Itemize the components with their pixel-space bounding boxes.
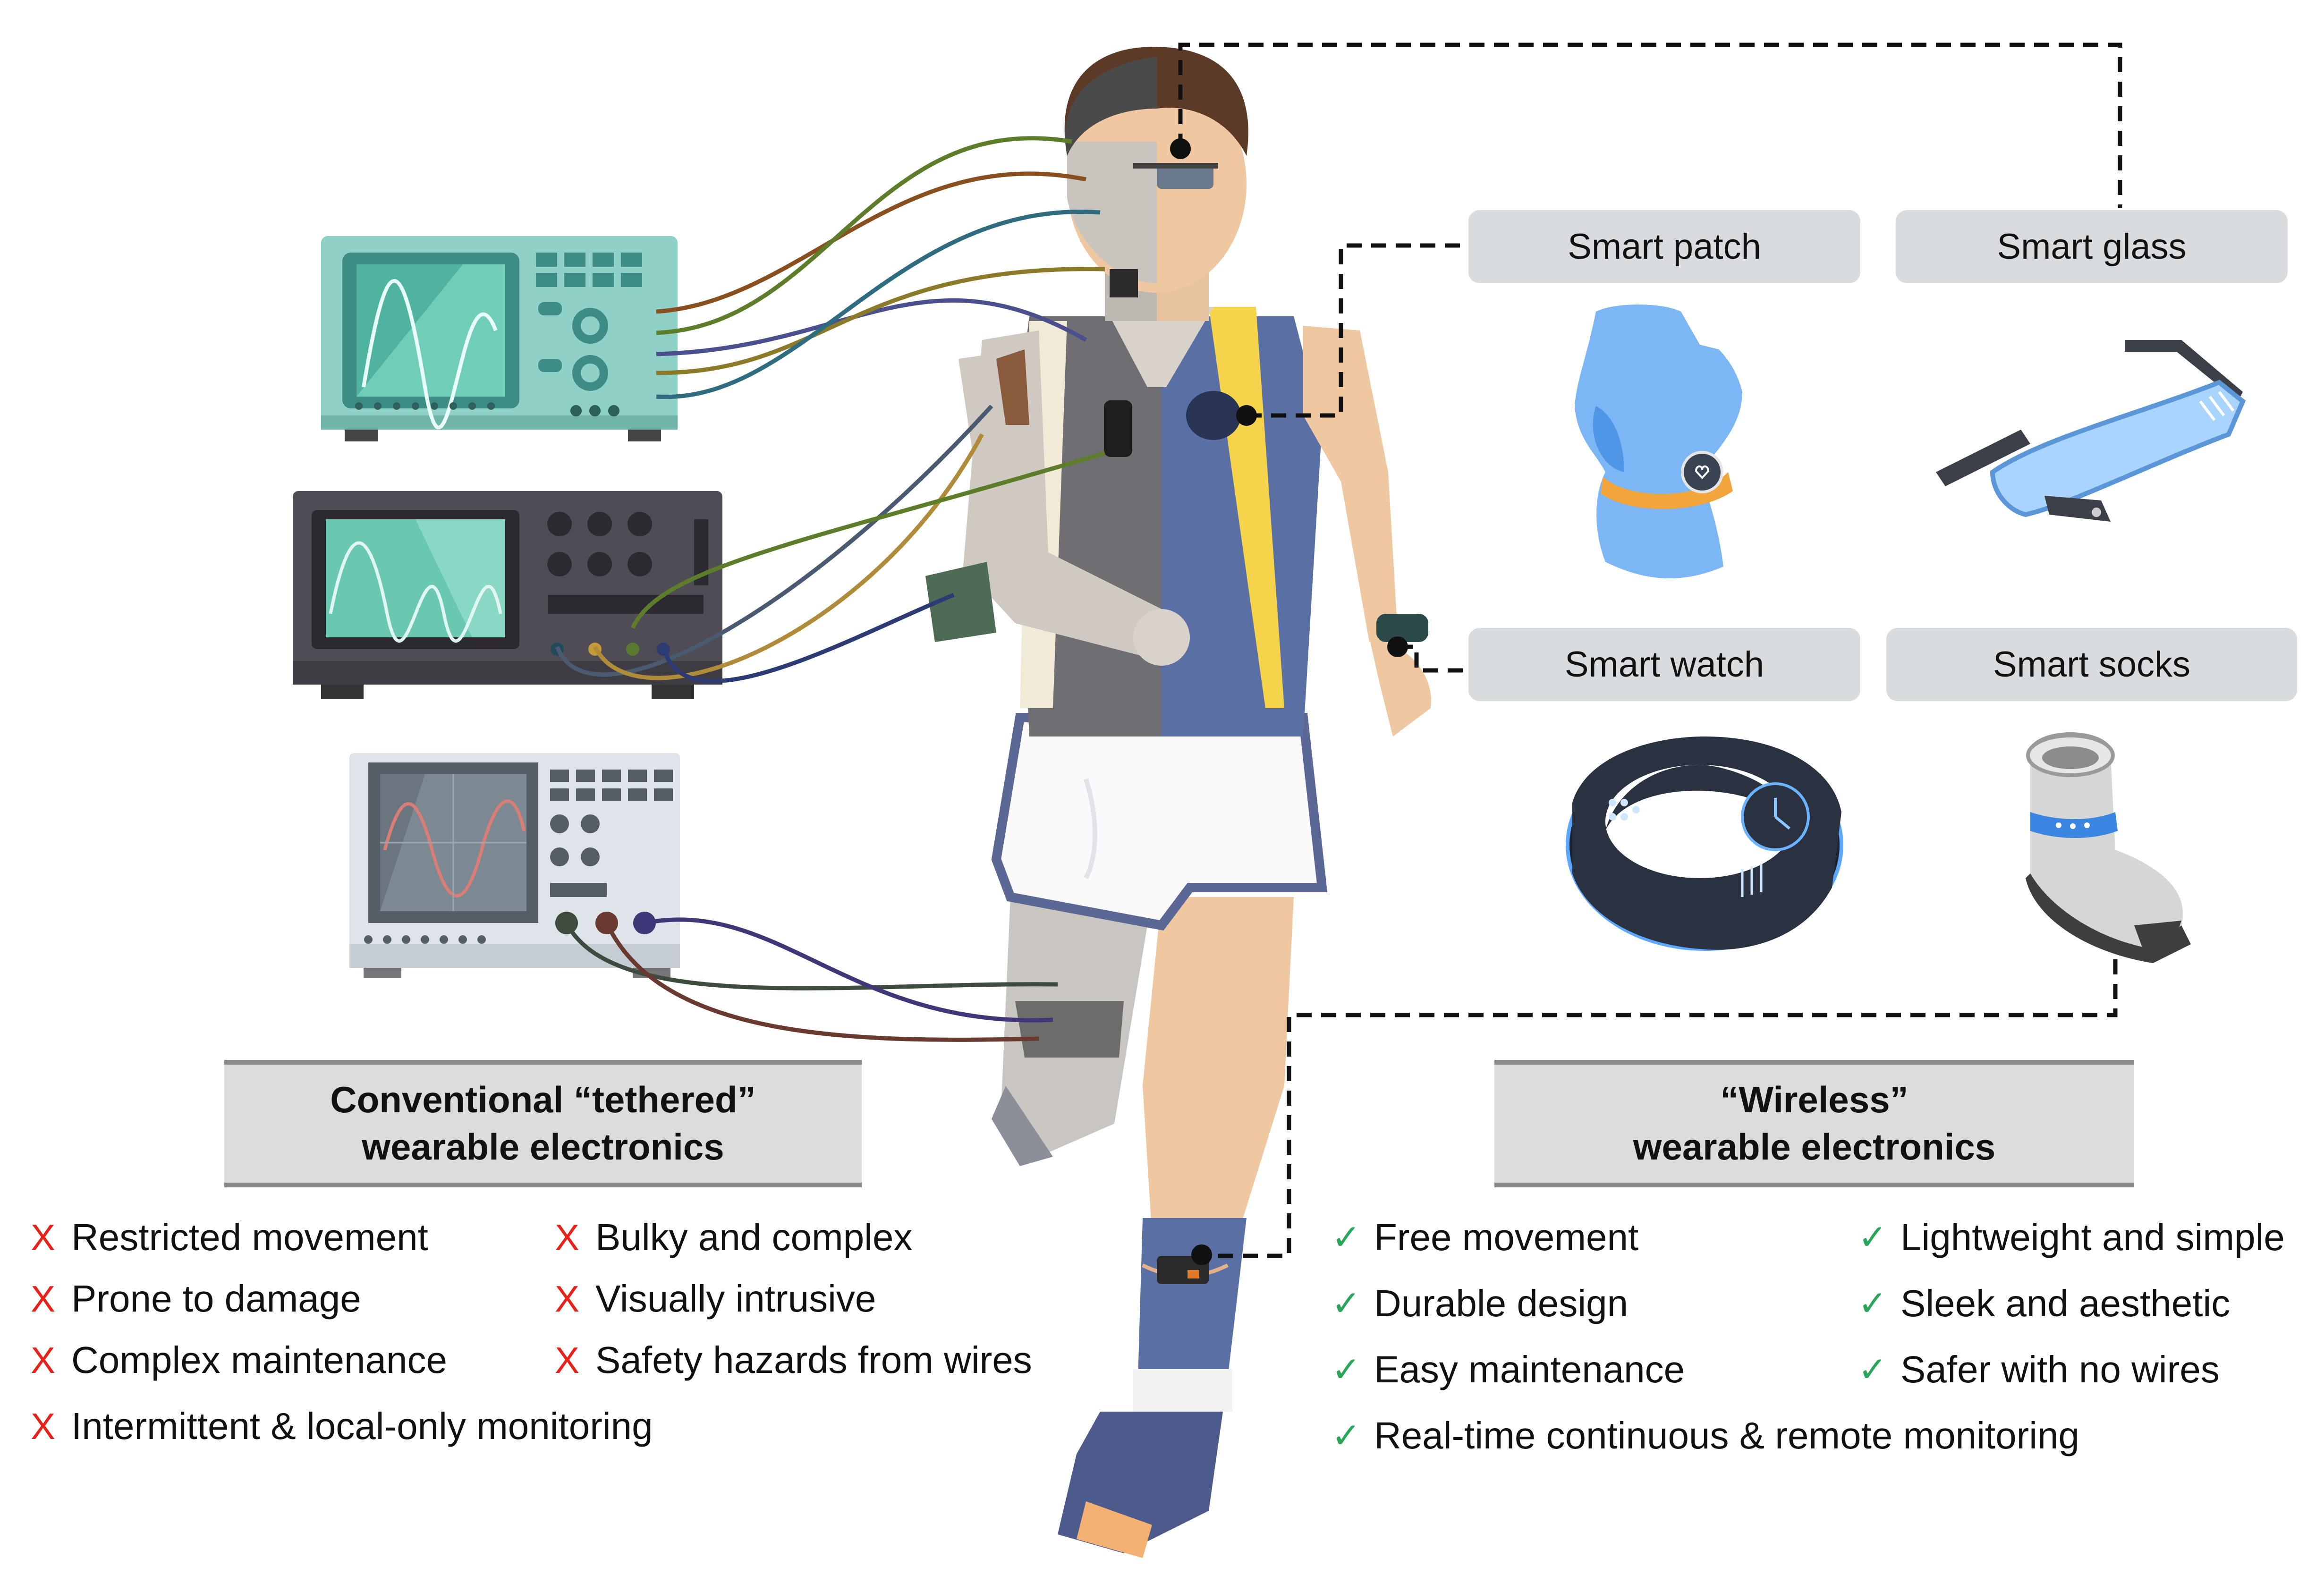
item-text: Sleek and aesthetic	[1900, 1282, 2231, 1324]
item-text: Durable design	[1374, 1282, 1628, 1324]
wireless-item-realtime-monitoring: ✓ Real-time continuous & remote monitorin…	[1332, 1414, 2079, 1457]
cross-icon: X	[31, 1216, 56, 1258]
check-icon: ✓	[1332, 1350, 1361, 1389]
cross-icon: X	[555, 1216, 580, 1258]
tethered-title-box: Conventional “tethered” wearable electro…	[224, 1060, 862, 1187]
tethered-title-line2: wearable electronics	[362, 1126, 724, 1168]
wireless-item-free-movement: ✓ Free movement	[1332, 1216, 1638, 1259]
item-text: Bulky and complex	[595, 1216, 913, 1258]
tethered-item-safety-hazards: X Safety hazards from wires	[555, 1338, 1032, 1382]
oscilloscope-1-icon	[321, 236, 678, 441]
item-text: Free movement	[1374, 1216, 1639, 1258]
oscilloscope-3-icon	[349, 753, 680, 978]
smart-glass-icon	[1936, 340, 2246, 522]
wireless-title-line2: wearable electronics	[1633, 1126, 1996, 1168]
smart-patch-icon	[1575, 305, 1742, 578]
item-text: Real-time continuous & remote monitoring	[1374, 1414, 2080, 1456]
wireless-title-box: “Wireless” wearable electronics	[1494, 1060, 2134, 1187]
tethered-title-line1: Conventional “tethered”	[330, 1079, 756, 1121]
runner-figure-icon	[925, 47, 1431, 1558]
wireless-item-easy-maintenance: ✓ Easy maintenance	[1332, 1348, 1685, 1391]
connector-dots	[1170, 138, 1408, 1265]
tethered-item-restricted-movement: X Restricted movement	[31, 1216, 428, 1259]
cross-icon: X	[555, 1278, 580, 1320]
tethered-wires	[555, 136, 1106, 1042]
tethered-item-complex-maintenance: X Complex maintenance	[31, 1338, 447, 1382]
check-icon: ✓	[1858, 1284, 1888, 1323]
item-text: Complex maintenance	[71, 1339, 447, 1381]
wireless-item-durable-design: ✓ Durable design	[1332, 1282, 1628, 1325]
smart-glass-label: Smart glass	[1896, 210, 2288, 283]
item-text: Safety hazards from wires	[595, 1339, 1032, 1381]
tethered-item-bulky-complex: X Bulky and complex	[555, 1216, 912, 1259]
smart-socks-label: Smart socks	[1886, 628, 2297, 701]
cross-icon: X	[31, 1278, 56, 1320]
item-text: Prone to damage	[71, 1278, 361, 1320]
check-icon: ✓	[1858, 1350, 1888, 1389]
tethered-item-intermittent-monitoring: X Intermittent & local-only monitoring	[31, 1405, 653, 1448]
wireless-item-safer-no-wires: ✓ Safer with no wires	[1858, 1348, 2220, 1391]
item-text: Safer with no wires	[1900, 1348, 2220, 1390]
item-text: Restricted movement	[71, 1216, 428, 1258]
oscilloscope-2-icon	[293, 491, 722, 699]
check-icon: ✓	[1332, 1218, 1361, 1257]
cross-icon: X	[31, 1339, 56, 1381]
item-text: Easy maintenance	[1374, 1348, 1685, 1390]
item-text: Intermittent & local-only monitoring	[71, 1405, 653, 1447]
item-text: Lightweight and simple	[1900, 1216, 2285, 1258]
wireless-item-lightweight-simple: ✓ Lightweight and simple	[1858, 1216, 2285, 1259]
wireless-item-sleek-aesthetic: ✓ Sleek and aesthetic	[1858, 1282, 2230, 1325]
smart-watch-label: Smart watch	[1468, 628, 1860, 701]
smart-patch-label: Smart patch	[1468, 210, 1860, 283]
check-icon: ✓	[1332, 1416, 1361, 1455]
tethered-item-prone-to-damage: X Prone to damage	[31, 1277, 361, 1321]
item-text: Visually intrusive	[595, 1278, 876, 1320]
check-icon: ✓	[1332, 1284, 1361, 1323]
cross-icon: X	[31, 1405, 56, 1447]
cross-icon: X	[555, 1339, 580, 1381]
wireless-title-line1: “Wireless”	[1720, 1079, 1908, 1121]
smart-socks-icon	[2026, 732, 2191, 963]
tethered-item-visually-intrusive: X Visually intrusive	[555, 1277, 876, 1321]
smart-watch-icon	[1566, 736, 1843, 951]
check-icon: ✓	[1858, 1218, 1888, 1257]
